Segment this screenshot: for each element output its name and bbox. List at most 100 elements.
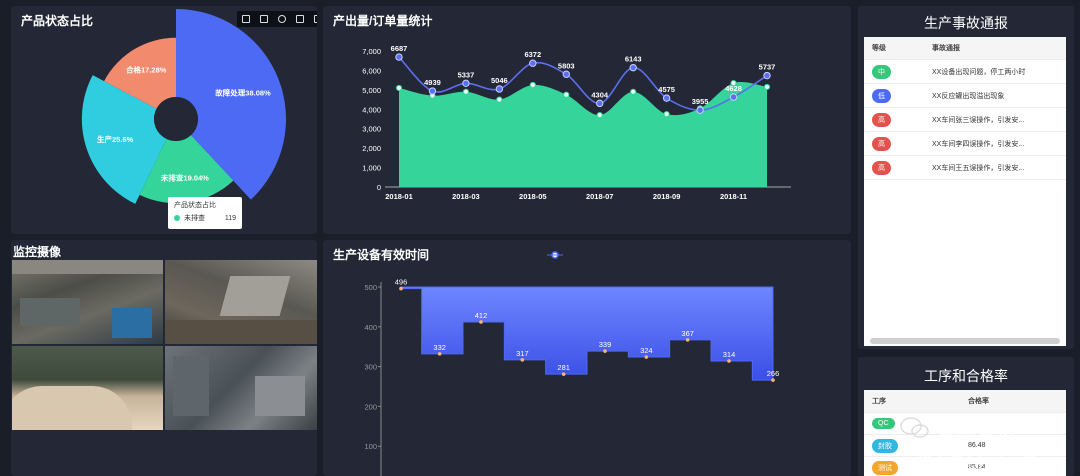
camera-panel-title: 监控摄像 [13,245,62,259]
accident-row[interactable]: 高 XX车间李四误操作，引发安... [864,132,1066,156]
camera-feed-1[interactable] [12,260,163,344]
step-point [520,358,525,362]
watermark-site: @稀土掘金技术社区 [902,455,1038,472]
data-label: 4304 [591,90,609,99]
refresh-icon[interactable] [278,15,286,23]
process-table: 工序 合格率 QC 封胶 86.48 测试 85.84 [864,390,1066,476]
wechat-icon [900,417,929,438]
area-point [596,112,603,119]
data-label: 317 [516,349,529,358]
x-tick-label: 2018-09 [653,192,681,201]
fullscreen-icon[interactable] [296,15,304,23]
tooltip-title: 产品状态占比 [174,202,216,209]
y-tick-label: 4,000 [362,105,381,114]
accident-row[interactable]: 中 XX设备出现问题，停工两小时 [864,60,1066,84]
step-point [685,338,690,342]
pie-tooltip: 产品状态占比 未排查 119 [168,197,242,229]
data-label: 6687 [391,44,408,53]
image-icon[interactable] [260,15,268,23]
data-label: 281 [557,363,570,372]
accident-text: XX车间王五误操作，引发安... [932,164,1025,172]
level-badge: 高 [872,160,891,175]
data-label: 4939 [424,78,441,87]
x-tick-label: 2018-11 [720,192,747,201]
process-row[interactable]: 封胶 86.48 [864,435,1066,457]
camera-feed-2[interactable] [165,260,317,344]
area-point [529,81,536,89]
data-label: 5046 [491,76,508,85]
header-level: 等级 [872,45,886,52]
line-point [763,71,771,80]
process-row[interactable]: 测试 85.84 [864,457,1066,476]
step-point [479,320,483,324]
y-tick-label: 5,000 [362,86,381,95]
data-label: 324 [640,346,653,355]
camera-feed-4[interactable] [165,346,317,430]
line-point [662,94,671,102]
accident-row[interactable]: 低 XX反应罐出现溢出现象 [864,84,1066,108]
accident-text: XX车间张三误操作，引发安... [932,116,1025,124]
y-tick-label: 400 [364,323,377,332]
pie-slice-合格 [104,37,176,109]
pass-rate: 86.48 [968,442,986,449]
y-tick-label: 6,000 [362,66,381,75]
accident-row[interactable]: 高 XX车间王五误操作，引发安... [864,156,1066,180]
data-label: 496 [395,278,408,287]
line-point [428,87,437,95]
accident-row[interactable]: 高 XX车间张三误操作，引发安... [864,108,1066,132]
tooltip-dot [174,215,180,221]
accident-text: XX设备出现问题，停工两小时 [932,68,1026,76]
x-tick-label: 2018-05 [519,192,547,201]
area-point [563,91,570,98]
tooltip-name: 未排查 [184,215,205,222]
line-panel-title: 产出量/订单量统计 [333,14,433,28]
y-tick-label: 3,000 [362,125,381,134]
header-rate: 合格率 [968,398,989,405]
data-label: 314 [723,350,736,359]
level-badge: 高 [872,136,891,151]
y-tick-label: 200 [364,402,377,411]
step-point [603,349,607,353]
pie-center-hole [154,97,198,141]
camera-feed-3[interactable] [12,346,163,430]
data-label: 5737 [759,63,776,72]
line-point [696,106,704,114]
accident-table-header: 等级 事故通报 [864,37,1066,60]
download-icon[interactable] [242,15,250,23]
pie-chart: 故障处理38.08% 未排查19.04% 生产25.6% 合格17.28% [81,9,286,204]
pie-label-生产: 生产25.6% [97,134,134,144]
watermark-title: 有颜有货 [936,420,1016,442]
step-badge: 封胶 [872,438,898,453]
accident-text: XX反应罐出现溢出现象 [932,92,1005,100]
level-badge: 高 [872,112,891,127]
process-table-header: 工序 合格率 [864,390,1066,413]
pie-label-未排查: 未排查19.04% [161,172,209,182]
data-label: 367 [681,329,694,338]
line-chart: 0 1,000 2,000 3,000 4,000 5,000 6,000 7,000 2018… [362,44,791,201]
process-row[interactable]: QC [864,413,1066,435]
line-point [629,63,637,72]
header-report: 事故通报 [932,45,960,52]
pie-slice-生产 [81,75,167,204]
area-series [399,82,767,187]
area-point [395,84,403,92]
data-label: 5337 [458,70,475,79]
pass-rate: 85.84 [968,464,986,471]
data-label: 4575 [658,85,675,94]
chart-toolbar [237,11,317,27]
x-tick-label: 2018-07 [586,192,614,201]
accident-panel: 生产事故通报 等级 事故通报 中 XX设备出现问题，停工两小时低 XX反应罐出现溢出… [858,6,1074,349]
process-panel: 工序和合格率 工序 合格率 QC 封胶 86.48 测试 85.84 [858,357,1074,476]
step-panel: 生产设备有效时间 100 200 300 400 500 496 332 412 317 281 3… [323,240,851,476]
line-point [529,59,537,67]
pie-label-故障处理: 故障处理38.08% [215,88,271,98]
data-label: 412 [475,311,488,320]
data-label: 266 [767,369,780,378]
line-point [462,79,470,88]
export-icon[interactable] [314,15,317,23]
tooltip-value: 119 [224,214,236,222]
line-panel: 产出量/订单量统计 0 1,000 2,000 3,000 4,000 5,000 6,00… [323,6,851,234]
horizontal-scrollbar[interactable] [870,338,1060,344]
x-tick-label: 2018-01 [385,192,413,201]
x-tick-label: 2018-03 [452,192,480,201]
